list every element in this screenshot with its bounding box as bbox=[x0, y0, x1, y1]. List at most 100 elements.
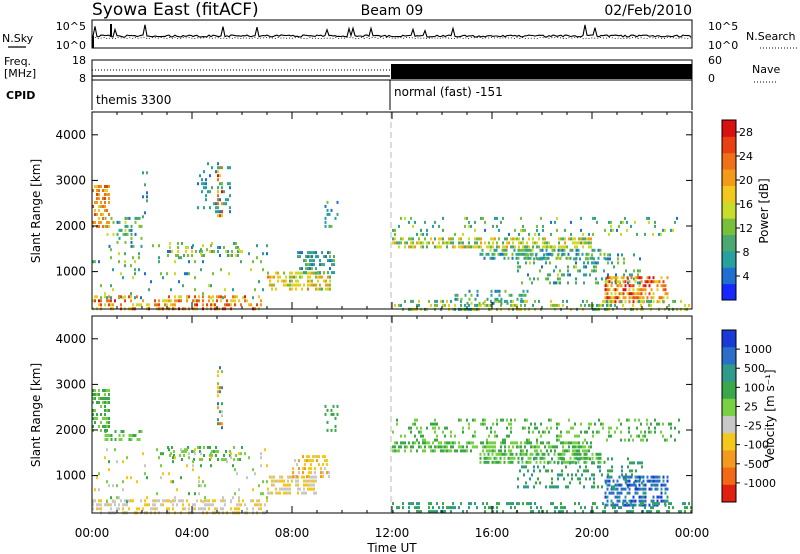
data-cell bbox=[94, 409, 96, 412]
data-cell bbox=[589, 273, 591, 277]
data-cell bbox=[235, 246, 237, 249]
data-cell bbox=[177, 242, 179, 245]
noise-search-trace bbox=[91, 36, 692, 40]
data-cell bbox=[418, 441, 420, 445]
data-cell bbox=[644, 232, 646, 236]
data-cell bbox=[112, 220, 115, 224]
data-cell bbox=[460, 502, 462, 506]
data-cell bbox=[591, 485, 593, 489]
data-cell bbox=[492, 224, 494, 228]
data-cell bbox=[313, 487, 315, 491]
data-cell bbox=[572, 441, 574, 445]
data-cell bbox=[458, 237, 460, 241]
data-cell bbox=[603, 269, 605, 273]
data-cell bbox=[108, 393, 110, 396]
data-cell bbox=[490, 245, 492, 249]
data-cell bbox=[200, 484, 202, 488]
data-cell bbox=[448, 241, 450, 245]
data-cell bbox=[503, 456, 506, 460]
data-cell bbox=[474, 237, 476, 241]
data-cell bbox=[506, 426, 508, 430]
data-cell bbox=[652, 479, 655, 483]
data-cell bbox=[196, 299, 198, 303]
data-cell bbox=[156, 499, 158, 503]
data-cell bbox=[606, 503, 609, 507]
data-cell bbox=[577, 252, 580, 256]
data-cell bbox=[120, 438, 123, 441]
data-cell bbox=[124, 220, 127, 224]
data-cell bbox=[94, 201, 96, 204]
data-cell bbox=[626, 228, 628, 232]
data-cell bbox=[538, 445, 540, 449]
data-cell bbox=[222, 499, 224, 503]
data-cell bbox=[210, 452, 212, 456]
data-cell bbox=[442, 228, 444, 232]
data-cell bbox=[98, 193, 100, 196]
data-cell bbox=[207, 446, 209, 449]
data-cell bbox=[318, 455, 320, 459]
data-cell bbox=[291, 275, 293, 279]
data-cell bbox=[450, 506, 452, 510]
data-cell bbox=[404, 241, 406, 245]
data-cell bbox=[188, 295, 190, 299]
data-cell bbox=[106, 438, 109, 441]
data-cell bbox=[626, 475, 629, 479]
data-cell bbox=[217, 214, 219, 218]
data-cell bbox=[227, 166, 229, 170]
data-cell bbox=[540, 506, 542, 510]
data-cell bbox=[118, 496, 120, 500]
data-cell bbox=[230, 452, 232, 456]
data-cell bbox=[297, 283, 299, 287]
data-cell bbox=[480, 422, 482, 426]
data-cell bbox=[116, 460, 118, 464]
data-cell bbox=[596, 303, 598, 307]
data-cell bbox=[428, 502, 430, 506]
data-cell bbox=[398, 506, 400, 510]
data-cell bbox=[574, 449, 576, 453]
data-cell bbox=[315, 267, 317, 271]
data-cell bbox=[510, 426, 512, 430]
data-cell bbox=[500, 418, 502, 422]
data-cell bbox=[114, 448, 116, 452]
data-cell bbox=[625, 477, 627, 481]
data-cell bbox=[505, 452, 508, 456]
data-cell bbox=[146, 171, 148, 175]
data-cell bbox=[102, 225, 104, 228]
data-cell bbox=[408, 506, 410, 510]
data-cell bbox=[182, 284, 184, 288]
data-cell bbox=[267, 491, 269, 495]
data-cell bbox=[572, 426, 574, 430]
data-cell bbox=[510, 449, 512, 453]
data-cell bbox=[440, 237, 442, 241]
data-cell bbox=[162, 276, 164, 280]
data-cell bbox=[211, 454, 213, 457]
data-cell bbox=[176, 488, 178, 492]
data-cell bbox=[660, 232, 662, 236]
data-cell bbox=[178, 295, 180, 299]
data-cell bbox=[450, 237, 452, 241]
data-cell bbox=[557, 456, 560, 460]
data-cell bbox=[670, 228, 672, 232]
data-cell bbox=[108, 397, 110, 400]
data-cell bbox=[309, 267, 311, 271]
data-cell bbox=[326, 408, 329, 412]
data-cell bbox=[181, 242, 183, 245]
data-cell bbox=[106, 503, 108, 507]
data-cell bbox=[617, 257, 619, 261]
data-cell bbox=[238, 299, 240, 303]
data-cell bbox=[523, 248, 526, 252]
data-cell bbox=[104, 456, 106, 460]
data-cell bbox=[211, 250, 213, 253]
data-cell bbox=[238, 507, 240, 511]
data-cell bbox=[532, 237, 534, 241]
data-cell bbox=[592, 502, 594, 506]
data-cell bbox=[493, 456, 496, 460]
data-cell bbox=[539, 269, 541, 273]
data-cell bbox=[186, 299, 188, 303]
data-cell bbox=[326, 463, 328, 467]
data-cell bbox=[108, 225, 110, 228]
data-cell bbox=[576, 241, 578, 245]
data-cell bbox=[640, 502, 642, 506]
